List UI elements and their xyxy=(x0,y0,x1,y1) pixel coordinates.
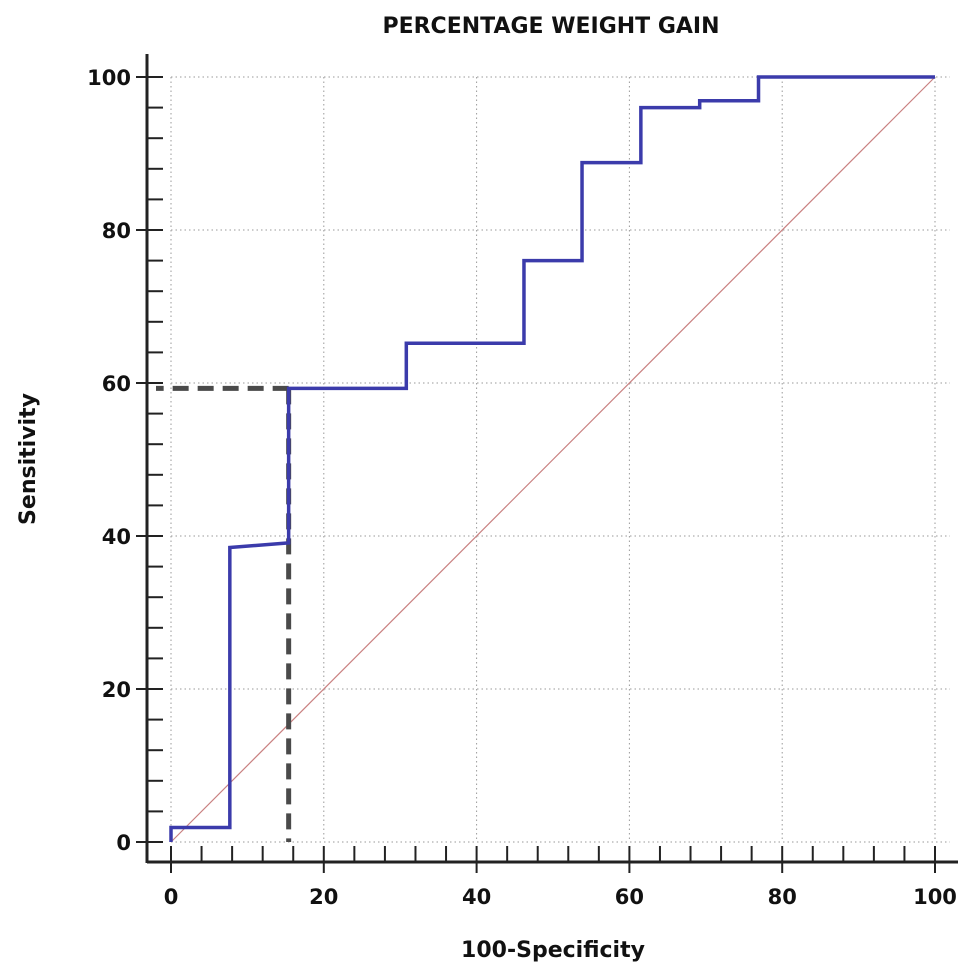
roc-curve-line xyxy=(169,75,935,842)
x-tick-label: 80 xyxy=(768,885,797,909)
x-tick-label: 0 xyxy=(164,885,179,909)
x-tick-label: 60 xyxy=(615,885,644,909)
axes xyxy=(136,54,958,873)
x-tick-label: 100 xyxy=(913,885,957,909)
x-tick-label: 20 xyxy=(309,885,338,909)
y-axis-title: Sensitivity xyxy=(16,393,41,525)
y-tick-label: 0 xyxy=(116,831,131,855)
tick-labels: 0 20 40 60 80 100 0 20 40 60 80 100 xyxy=(87,66,957,909)
y-tick-label: 100 xyxy=(87,66,131,90)
chart-title: PERCENTAGE WEIGHT GAIN xyxy=(382,14,719,39)
y-tick-label: 40 xyxy=(102,525,131,549)
cutoff-markers xyxy=(156,385,292,842)
diagonal-line xyxy=(170,76,936,843)
reference-diagonal xyxy=(170,76,936,843)
x-axis-title: 100-Specificity xyxy=(461,938,645,963)
y-tick-label: 20 xyxy=(102,678,131,702)
x-tick-label: 40 xyxy=(462,885,491,909)
roc-curve-group xyxy=(169,75,935,842)
y-tick-label: 80 xyxy=(102,219,131,243)
y-tick-label: 60 xyxy=(102,372,131,396)
